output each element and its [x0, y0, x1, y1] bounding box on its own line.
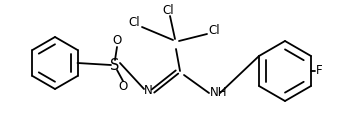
Text: N: N — [144, 84, 153, 97]
Text: Cl: Cl — [129, 16, 140, 30]
Text: F: F — [316, 65, 323, 78]
Text: Cl: Cl — [162, 5, 174, 18]
Text: O: O — [112, 34, 122, 47]
Text: O: O — [118, 80, 127, 93]
Text: NH: NH — [210, 86, 227, 99]
Text: Cl: Cl — [208, 24, 219, 36]
Text: S: S — [110, 57, 120, 72]
